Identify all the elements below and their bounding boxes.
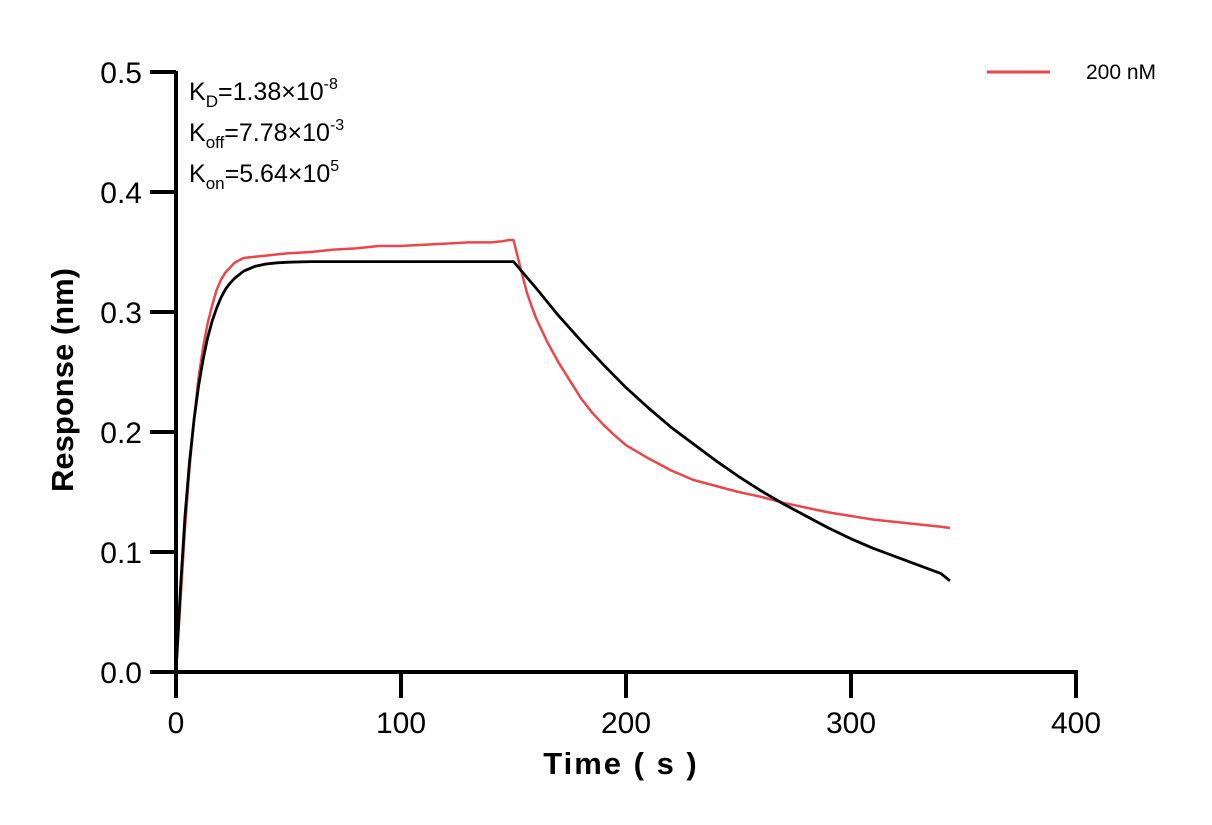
y-ticks: 0.0 0.1 0.2 0.3 0.4 0.5 bbox=[100, 57, 176, 690]
x-tick-label: 100 bbox=[376, 707, 426, 740]
annotation-value: =5.64×10 bbox=[225, 160, 331, 188]
y-tick-label: 0.5 bbox=[100, 57, 142, 90]
kinetics-annotation: Koff=7.78×10-3 bbox=[189, 117, 344, 152]
kinetics-annotation: KD=1.38×10-8 bbox=[189, 76, 338, 111]
y-tick-label: 0.1 bbox=[100, 537, 142, 570]
plot-lines bbox=[174, 238, 951, 673]
annotation-value: =1.38×10 bbox=[218, 78, 324, 106]
annotation-base: K bbox=[189, 160, 206, 188]
annotation-superscript: -3 bbox=[330, 117, 344, 134]
x-tick-label: 200 bbox=[601, 707, 651, 740]
annotation-subscript: on bbox=[206, 174, 225, 193]
annotation-subscript: off bbox=[206, 133, 225, 152]
legend-label: 200 nM bbox=[1086, 61, 1156, 84]
y-tick-label: 0.4 bbox=[100, 177, 142, 210]
kinetics-annotation: Kon=5.64×105 bbox=[189, 158, 339, 193]
y-axis-title: Response (nm) bbox=[45, 268, 80, 492]
annotation-subscript: D bbox=[206, 92, 218, 111]
series-line-data bbox=[174, 238, 951, 673]
annotation-base: K bbox=[189, 78, 206, 106]
x-ticks: 0 100 200 300 400 bbox=[168, 672, 1101, 740]
y-tick-label: 0.2 bbox=[100, 417, 142, 450]
x-tick-label: 0 bbox=[168, 707, 185, 740]
x-tick-label: 400 bbox=[1051, 707, 1101, 740]
legend: 200 nM bbox=[987, 61, 1156, 84]
annotation-superscript: 5 bbox=[330, 158, 339, 175]
x-tick-label: 300 bbox=[826, 707, 876, 740]
y-tick-label: 0.0 bbox=[100, 657, 142, 690]
y-tick-label: 0.3 bbox=[100, 297, 142, 330]
annotation-superscript: -8 bbox=[324, 76, 338, 93]
x-axis-title: Time ( s ) bbox=[543, 746, 699, 781]
annotation-value: =7.78×10 bbox=[224, 119, 330, 147]
series-line-fit bbox=[174, 260, 951, 673]
annotation-base: K bbox=[189, 119, 206, 147]
